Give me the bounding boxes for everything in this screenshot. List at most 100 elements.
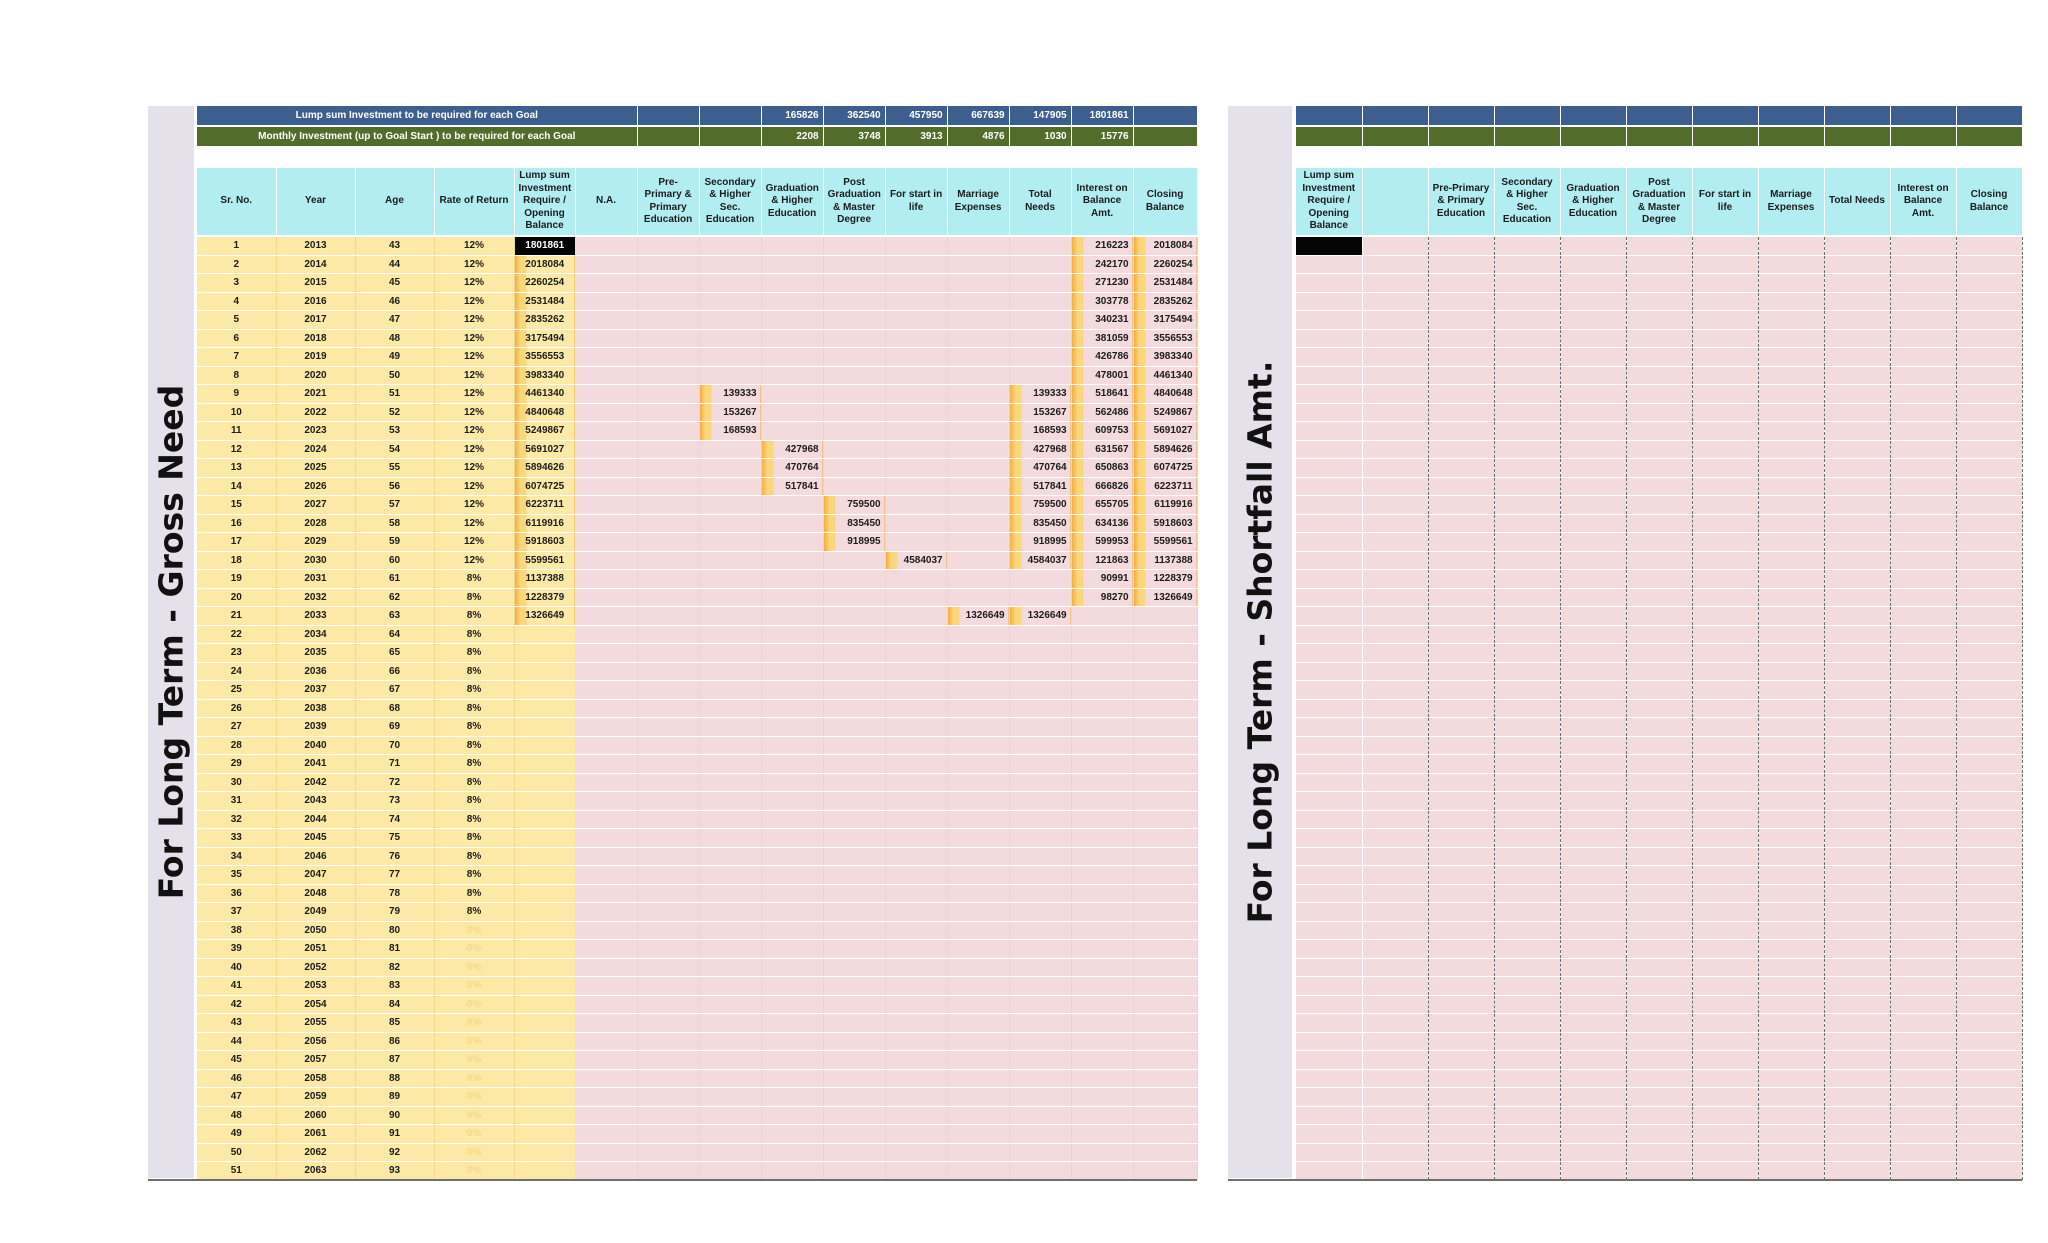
table-row: 33 2045 75 8% [197,828,1198,848]
table-cell [514,1013,575,1033]
table-cell: 22 [197,625,277,644]
table-cell: 3983340 [1133,347,1198,367]
shortfall-cell [1428,958,1495,977]
shortfall-cell [1560,403,1627,422]
shortfall-cell [1956,680,2023,700]
table-cell [885,1013,948,1033]
table-cell [699,366,762,385]
table-cell [885,347,948,367]
shortfall-cell [1494,551,1561,570]
table-cell: 2835262 [514,310,575,330]
table-cell [699,1013,762,1033]
shortfall-cell [1494,810,1561,829]
shortfall-cell [1890,329,1957,348]
table-cell: 2018084 [514,255,575,274]
table-cell [637,1124,700,1144]
table-cell [823,773,886,792]
table-cell: 1228379 [514,588,575,607]
table-cell [761,1050,824,1070]
shortfall-cell [1494,958,1561,977]
shortfall-cell [1428,1124,1495,1144]
table-cell [699,495,762,515]
banner-lump-label: Lump sum Investment to be required for e… [197,106,638,127]
table-cell [1071,865,1134,885]
table-cell [761,236,824,256]
shortfall-cell [1296,403,1363,422]
shortfall-column-header: Total Needs [1824,168,1891,237]
shortfall-cell [1296,273,1363,293]
table-cell: 49 [197,1124,277,1144]
shortfall-column-header: Post Graduation & Master Degree [1626,168,1693,237]
table-cell [699,1106,762,1125]
table-row: 40 2052 82 0% [197,958,1198,977]
table-cell [575,976,638,996]
shortfall-row [1296,1087,2023,1107]
shortfall-row [1296,773,2023,792]
table-cell [1071,643,1134,663]
table-cell: 8% [434,754,515,774]
table-cell: 2028 [276,514,356,533]
shortfall-cell [1626,884,1693,903]
table-cell [823,551,886,570]
shortfall-cell [1824,717,1891,737]
shortfall-cell [1758,569,1825,589]
table-cell [575,514,638,533]
table-cell: 3983340 [514,366,575,385]
shortfall-cell [1296,606,1363,626]
table-cell: 2031 [276,569,356,589]
shortfall-cell [1560,625,1627,644]
table-cell [761,625,824,644]
table-row: 37 2049 79 8% [197,902,1198,922]
table-cell [823,588,886,607]
shortfall-cell [1890,847,1957,866]
table-cell: 12% [434,458,515,478]
shortfall-cell [1362,458,1429,478]
table-cell: 0% [434,1032,515,1051]
shortfall-cell [1296,495,1363,515]
shortfall-row [1296,1013,2023,1033]
table-cell [575,828,638,848]
shortfall-cell [1824,514,1891,533]
shortfall-cell [1692,403,1759,422]
shortfall-row [1296,791,2023,811]
table-cell [1009,773,1072,792]
shortfall-cell [1758,995,1825,1014]
table-cell [761,754,824,774]
table-cell [885,921,948,940]
shortfall-cell [1626,1106,1693,1125]
banner-value: 2208 [761,126,824,148]
shortfall-cell [1956,662,2023,681]
table-cell: 168593 [1009,421,1072,441]
shortfall-row [1296,643,2023,663]
shortfall-cell [1296,1143,1363,1162]
shortfall-row [1296,1032,2023,1051]
shortfall-cell [1956,1106,2023,1125]
shortfall-column-header: For start in life [1692,168,1759,237]
table-cell [575,1124,638,1144]
table-cell [885,773,948,792]
table-cell [761,791,824,811]
shortfall-cell [1494,384,1561,404]
table-cell [1009,958,1072,977]
table-cell [947,810,1010,829]
shortfall-row [1296,1069,2023,1088]
shortfall-cell [1296,458,1363,478]
table-cell: 1228379 [1133,569,1198,589]
shortfall-cell [1560,680,1627,700]
table-cell [823,569,886,589]
table-cell [823,477,886,496]
table-cell: 24 [197,662,277,681]
table-cell [823,736,886,755]
table-cell [947,995,1010,1014]
shortfall-cell [1890,366,1957,385]
table-cell: 2044 [276,810,356,829]
table-cell [575,680,638,700]
shortfall-cell [1362,1124,1429,1144]
shortfall-cell [1758,347,1825,367]
table-cell [637,625,700,644]
table-row: 50 2062 92 0% [197,1143,1198,1162]
table-cell: 5691027 [514,440,575,459]
table-cell [575,1069,638,1088]
table-cell: 8% [434,773,515,792]
shortfall-cell [1494,865,1561,885]
